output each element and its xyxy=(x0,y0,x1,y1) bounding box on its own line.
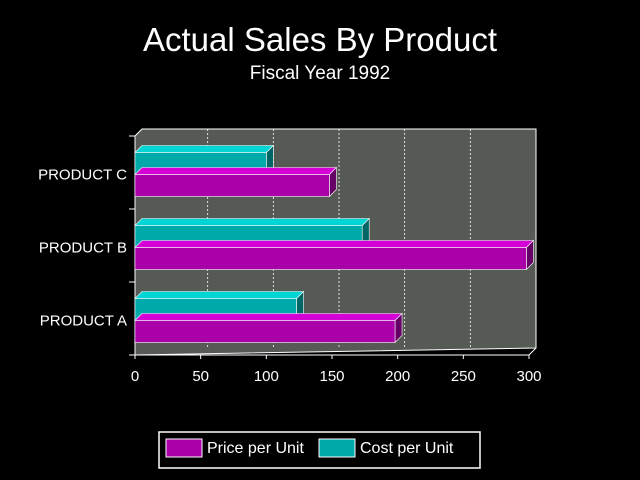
bar-price-per-unit-product-b xyxy=(134,239,535,271)
legend-swatch-cost-per-unit xyxy=(318,438,356,458)
legend-label-price-per-unit: Price per Unit xyxy=(207,440,304,457)
category-label-product-b: PRODUCT B xyxy=(39,240,127,257)
category-labels: PRODUCT A PRODUCT B PRODUCT C xyxy=(38,167,127,330)
legend: Price per Unit Cost per Unit xyxy=(158,431,481,469)
category-label-product-c: PRODUCT C xyxy=(38,167,127,184)
legend-frame xyxy=(158,431,481,469)
bar-price-per-unit-product-c xyxy=(134,166,338,198)
chart-subtitle: Fiscal Year 1992 xyxy=(250,63,391,84)
x-tick-labels: 0 50 100 150 200 250 300 xyxy=(131,368,542,385)
x-tick-label: 150 xyxy=(319,368,344,385)
x-tick-label: 200 xyxy=(385,368,410,385)
x-tick-label: 0 xyxy=(131,368,139,385)
x-tick-label: 100 xyxy=(254,368,279,385)
bars xyxy=(134,144,535,344)
legend-swatch-price-per-unit xyxy=(165,438,203,458)
floor-edge xyxy=(528,347,537,356)
chart-title: Actual Sales By Product xyxy=(143,21,497,58)
legend-label-cost-per-unit: Cost per Unit xyxy=(360,440,454,457)
bar-price-per-unit-product-a xyxy=(134,312,403,344)
x-tick-label: 300 xyxy=(516,368,541,385)
axes xyxy=(129,135,537,359)
category-label-product-a: PRODUCT A xyxy=(40,313,127,330)
x-tick-label: 250 xyxy=(451,368,476,385)
x-tick-label: 50 xyxy=(192,368,209,385)
